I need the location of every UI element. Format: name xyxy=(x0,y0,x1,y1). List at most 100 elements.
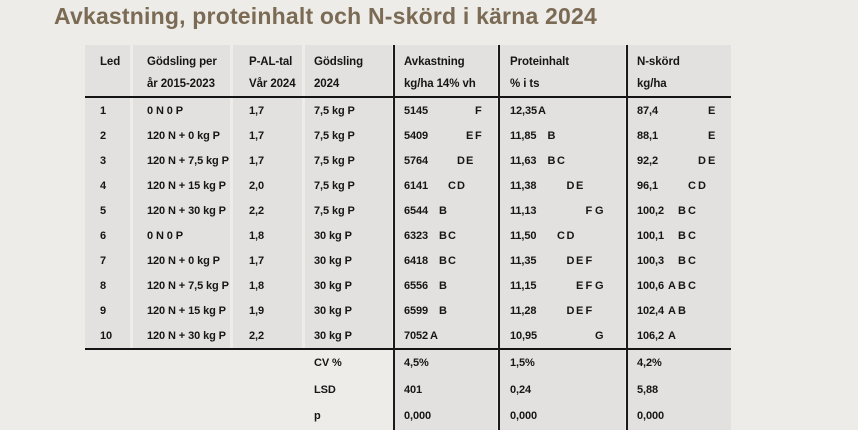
led-cell: 3 xyxy=(85,148,130,173)
proteinhalt-cell: 10,95 G xyxy=(500,323,625,348)
fertilizer-2024-cell: 7,5 kg P xyxy=(305,173,392,198)
empty-cell xyxy=(85,403,130,430)
nskord-cell: 100,6 A B C xyxy=(628,273,731,298)
significance-letter: A xyxy=(538,104,546,117)
empty-cell xyxy=(133,403,230,430)
nskord-value: 92,2 xyxy=(637,154,659,167)
significance-letter: G xyxy=(595,204,604,217)
significance-letters: A xyxy=(430,323,497,348)
avkastning-value: 6141 xyxy=(404,179,429,192)
led-cell: 5 xyxy=(85,198,130,223)
header-line: år 2015-2023 xyxy=(147,78,215,90)
table-row: 4 120 N + 15 kg P 2,0 7,5 kg P 6141 C D 11,38 D E… xyxy=(85,173,731,198)
proteinhalt-value: 11,38 xyxy=(510,179,537,192)
treatment-cell: 120 N + 0 kg P xyxy=(133,123,230,148)
p-al-cell: 1,7 xyxy=(233,123,302,148)
significance-letters: A xyxy=(538,98,625,123)
header-line: P-AL-tal xyxy=(249,56,293,68)
stats-proteinhalt-cell: 0,24 xyxy=(500,376,625,403)
header-line: Proteinhalt xyxy=(510,56,569,68)
significance-letter: E xyxy=(576,304,584,317)
led-cell: 9 xyxy=(85,298,130,323)
proteinhalt-value: 11,63 xyxy=(510,154,537,167)
nskord-cell: 102,4 A B xyxy=(628,298,731,323)
significance-letter: E xyxy=(576,254,584,267)
significance-letter: E xyxy=(576,179,584,192)
column-rule-proteinhalt xyxy=(498,45,500,430)
significance-letters: B xyxy=(430,298,497,323)
stats-label-cell: CV % xyxy=(314,357,342,370)
nskord-cell: 87,4 E xyxy=(628,98,731,123)
avkastning-cell: 5764 D E xyxy=(395,148,497,173)
stats-label-cell: LSD xyxy=(314,383,336,396)
p-al-cell: 2,2 xyxy=(233,323,302,348)
page-title: Avkastning, proteinhalt och N-skörd i kä… xyxy=(54,3,598,29)
significance-letter: E xyxy=(466,129,474,142)
significance-letters: A xyxy=(668,323,731,348)
proteinhalt-cell: 11,50 C D xyxy=(500,223,625,248)
stats-avkastning-cell: 401 xyxy=(395,376,497,403)
significance-letter: B xyxy=(678,279,686,292)
treatment-cell: 120 N + 30 kg P xyxy=(133,323,230,348)
significance-letter: C xyxy=(688,204,696,217)
column-rule-nskord xyxy=(626,45,628,430)
fertilizer-2024-cell: 7,5 kg P xyxy=(305,148,392,173)
avkastning-cell: 7052 A xyxy=(395,323,497,348)
header-line: Gödsling per xyxy=(147,56,217,68)
nskord-value: 100,3 xyxy=(637,254,665,267)
significance-letter: D xyxy=(566,304,575,317)
column-header-proteinhalt: Proteinhalt % i ts xyxy=(500,45,625,96)
nskord-value: 96,1 xyxy=(637,179,659,192)
fertilizer-2024-cell: 30 kg P xyxy=(305,298,392,323)
proteinhalt-cell: 11,63 B C xyxy=(500,148,625,173)
stats-avkastning-cell: 4,5% xyxy=(395,350,497,377)
column-header-godsling-per-ar: Gödsling per år 2015-2023 xyxy=(133,45,230,96)
treatment-cell: 120 N + 15 kg P xyxy=(133,298,230,323)
significance-letter: C xyxy=(557,154,565,167)
treatment-cell: 0 N 0 P xyxy=(133,98,230,123)
significance-letters: E xyxy=(668,123,731,148)
significance-letter: D xyxy=(457,179,465,192)
avkastning-cell: 6418 B C xyxy=(395,248,497,273)
proteinhalt-cell: 11,35 D E F xyxy=(500,248,625,273)
column-header-nskord: N-skörd kg/ha xyxy=(628,45,731,96)
significance-letter: D xyxy=(698,179,706,192)
empty-cell xyxy=(133,350,230,377)
nskord-cell: 100,1 B C xyxy=(628,223,731,248)
stats-nskord-cell: 5,88 xyxy=(628,376,731,403)
significance-letter: B xyxy=(439,229,447,242)
stats-nskord-cell: 4,2% xyxy=(628,350,731,377)
empty-cell xyxy=(233,403,302,430)
proteinhalt-cell: 11,38 D E xyxy=(500,173,625,198)
header-line: Vår 2024 xyxy=(249,78,296,90)
fertilizer-2024-cell: 7,5 kg P xyxy=(305,123,392,148)
significance-letter: C xyxy=(688,179,696,192)
nskord-value: 100,6 xyxy=(637,279,665,292)
led-cell: 7 xyxy=(85,248,130,273)
nskord-cell: 88,1 E xyxy=(628,123,731,148)
significance-letter: A xyxy=(430,329,438,342)
p-al-cell: 1,8 xyxy=(233,223,302,248)
proteinhalt-value: 11,50 xyxy=(510,229,537,242)
significance-letter: F xyxy=(585,304,593,317)
header-line: % i ts xyxy=(510,78,540,90)
significance-letters: G xyxy=(538,323,625,348)
avkastning-value: 6544 xyxy=(404,204,429,217)
table-row: 2 120 N + 0 kg P 1,7 7,5 kg P 5409 E F 11,85 B 88… xyxy=(85,123,731,148)
header-divider xyxy=(85,96,731,98)
results-table: Led Gödsling per år 2015-2023 P-AL-tal V… xyxy=(85,45,731,430)
table-row: 8 120 N + 7,5 kg P 1,8 30 kg P 6556 B 11,15 E F G… xyxy=(85,273,731,298)
nskord-cell: 100,3 B C xyxy=(628,248,731,273)
significance-letter: B xyxy=(678,254,686,267)
table-row: 5 120 N + 30 kg P 2,2 7,5 kg P 6544 B 11,13 F G 1… xyxy=(85,198,731,223)
empty-cell xyxy=(233,350,302,377)
